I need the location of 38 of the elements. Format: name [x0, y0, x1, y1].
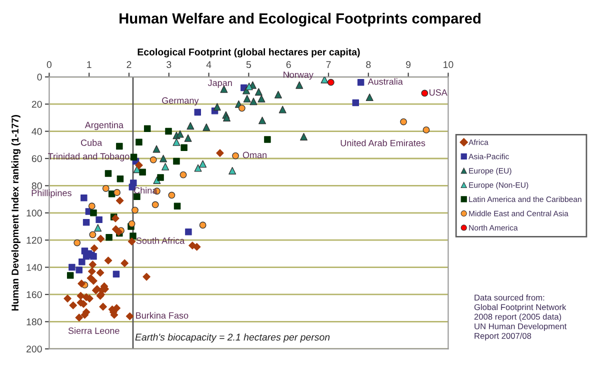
x-tick-label: 9: [406, 61, 411, 68]
y-tick-label: 200: [26, 346, 42, 352]
x-tick-label: 4: [206, 61, 212, 68]
y-tick-label: 80: [32, 182, 42, 190]
annotation: USA: [430, 89, 448, 96]
y-tick-label: 160: [26, 291, 42, 298]
x-tick-label: 0: [46, 61, 52, 68]
x-tick-label: 2: [126, 61, 132, 68]
x-tick-label: 10: [444, 61, 454, 68]
x-tick-label: 6: [286, 61, 291, 68]
y-tick-label: 120: [26, 236, 42, 244]
annotation: United Arab Emirates: [340, 140, 426, 146]
x-tick-label: 3: [166, 61, 172, 68]
y-tick-label: 180: [26, 318, 42, 326]
y-tick-label: 140: [26, 264, 42, 271]
y-tick-label: 20: [32, 100, 42, 108]
y-axis-title: Human Development Index ranking (1-177): [11, 115, 20, 311]
annotation: Cuba: [80, 139, 102, 146]
x-axis-title: Ecological Footprint (global hectares per capita): [138, 48, 360, 58]
chart-title: Human Welfare and Ecological Footprints compared: [120, 12, 480, 27]
annotation: Burkina Faso: [136, 312, 188, 319]
y-tick-label: 60: [32, 155, 42, 162]
annotation: Japan: [208, 80, 232, 88]
annotation: Oman: [242, 152, 266, 158]
y-tick-label: 100: [26, 210, 42, 217]
ref-line-label: Earth's biocapacity = 2.1 hectares per person: [135, 333, 330, 343]
text: Data sourced from: Global Footprint Network 2008 report (2005 data) UN Human Development Report 2007/08: [474, 294, 567, 340]
x-tick-label: 7: [326, 61, 331, 68]
x-tick-label: 8: [366, 61, 371, 68]
x-tick-label: 1: [87, 61, 92, 68]
annotation: Sierra Leone: [68, 327, 120, 334]
annotation: Australia: [368, 78, 403, 85]
x-tick-label: 5: [246, 61, 251, 68]
y-tick-label: 0: [37, 74, 42, 81]
annotation: Argentina: [84, 122, 124, 130]
annotation: Norway: [284, 72, 314, 80]
annotation: Phillipines: [32, 190, 72, 198]
y-tick-label: 40: [32, 128, 42, 135]
